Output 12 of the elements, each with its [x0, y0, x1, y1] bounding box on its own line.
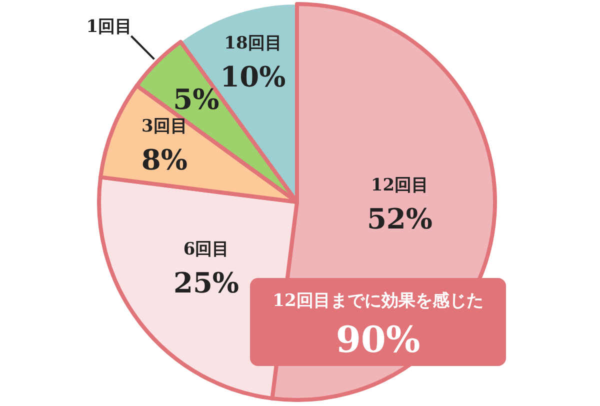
data-label: 8% — [141, 144, 188, 177]
data-label: 5% — [173, 83, 220, 116]
slice-label: 3回目 — [142, 116, 188, 137]
data-label: 25% — [173, 266, 240, 300]
slice-label: 18回目 — [224, 33, 282, 54]
slice-label: 6回目 — [183, 239, 230, 260]
text: 90% — [336, 319, 420, 361]
data-label: 52% — [366, 202, 433, 236]
slice-label: 12回目 — [370, 175, 429, 196]
data-label: 10% — [220, 60, 286, 94]
text: 12回目までに効果を感じた — [272, 291, 484, 311]
slice-label: 1回目 — [86, 17, 132, 37]
